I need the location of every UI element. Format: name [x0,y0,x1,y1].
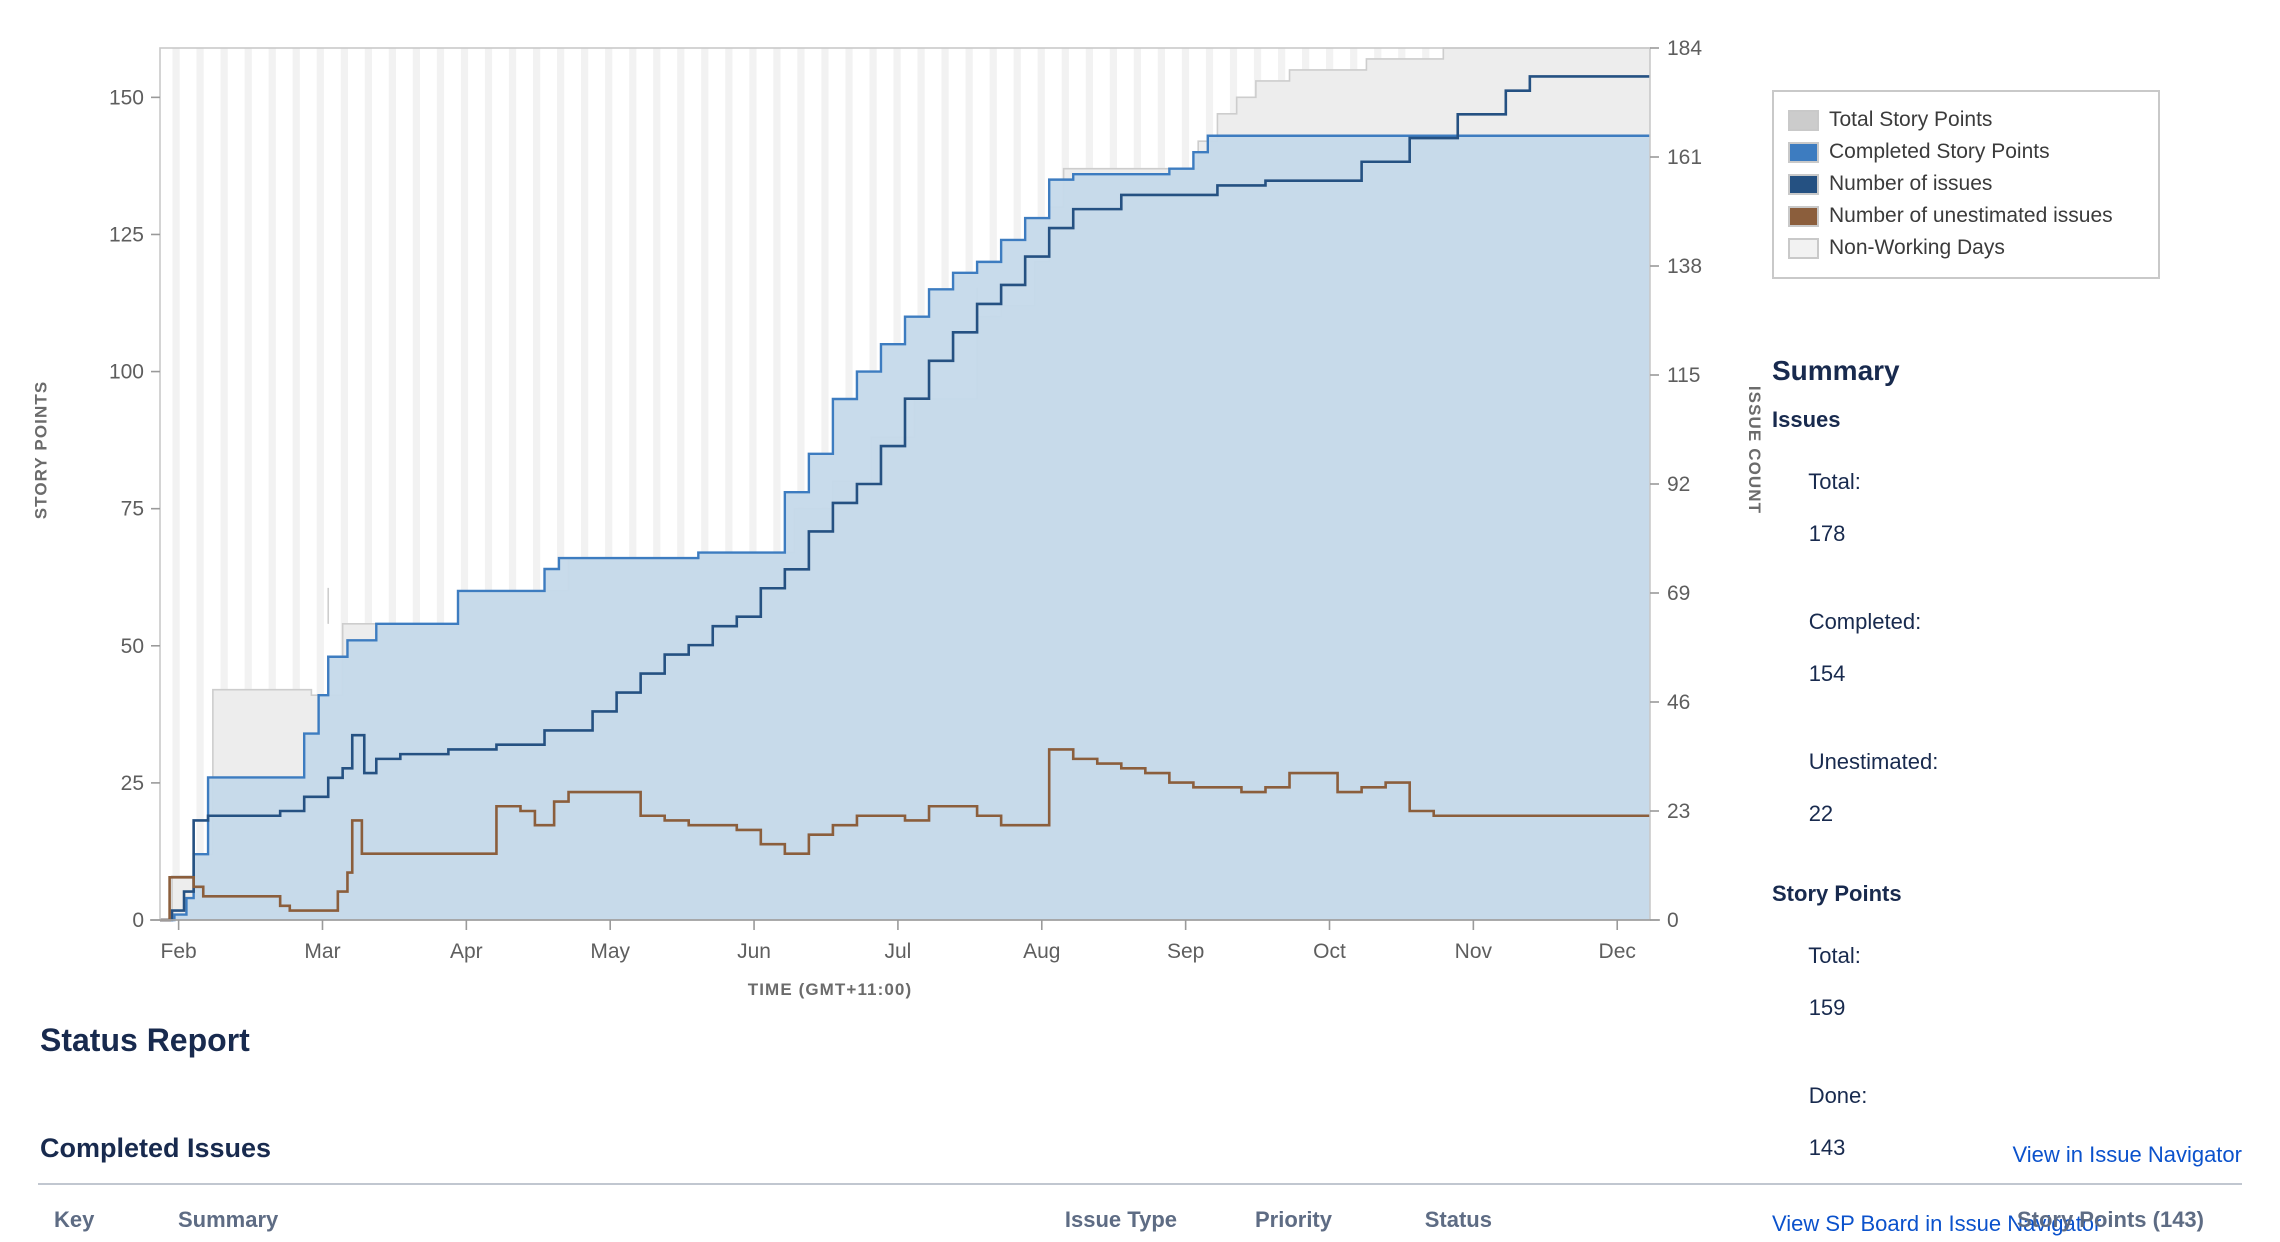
svg-text:Jun: Jun [737,940,771,963]
status-report-section: Status Report [40,1022,2240,1059]
legend-label: Number of issues [1829,172,1993,195]
series-completed-story-points-line [160,134,1650,922]
x-axis-title: TIME (GMT+11:00) [747,980,913,999]
sp-done-value: 143 [1808,1135,1846,1160]
svg-text:138: 138 [1667,255,1702,278]
legend-label: Non-Working Days [1829,236,2005,259]
completed-issues-heading: Completed Issues [40,1133,272,1163]
status-report-title: Status Report [40,1022,250,1058]
column-header-key[interactable]: Key [54,1207,95,1232]
legend-label: Total Story Points [1829,108,1993,131]
issues-total-value: 178 [1808,521,1846,546]
spacer [1772,863,2232,881]
summary-heading: Summary [1772,355,1900,386]
issues-heading: Issues [1772,407,1841,432]
svg-text:May: May [590,940,630,963]
svg-text:Feb: Feb [161,940,197,963]
column-header-status[interactable]: Status [1424,1207,1492,1232]
issues-total-row: Total: 178 [1772,443,2232,573]
series-completed-story-points-area [160,135,1650,921]
svg-text:0: 0 [1667,909,1679,932]
legend-swatch-number-of-unestimated-issues [1788,205,1819,227]
legend-label: Number of unestimated issues [1829,204,2113,227]
svg-text:75: 75 [121,498,144,521]
svg-text:23: 23 [1667,800,1690,823]
svg-text:184: 184 [1667,37,1702,60]
view-in-issue-navigator-link[interactable]: View in Issue Navigator [2012,1142,2243,1167]
svg-text:Jul: Jul [884,940,911,963]
svg-text:50: 50 [121,635,144,658]
svg-text:0: 0 [132,909,144,932]
svg-text:92: 92 [1667,473,1690,496]
svg-text:Oct: Oct [1313,940,1346,963]
svg-text:Dec: Dec [1599,940,1636,963]
svg-text:Apr: Apr [450,940,483,963]
issues-completed-row: Completed: 154 [1772,583,2232,713]
y-axis-right: 0 23 46 69 92 115 138 161 184 [1650,37,1702,932]
svg-text:69: 69 [1667,582,1690,605]
svg-text:Mar: Mar [304,940,340,963]
issues-unestimated-value: 22 [1808,801,1834,826]
chart-legend: Total Story Points Completed Story Point… [1772,90,2160,279]
svg-text:46: 46 [1667,691,1690,714]
legend-swatch-number-of-issues [1788,173,1819,195]
series-number-of-issues-line [160,75,1650,922]
legend-item-total-story-points[interactable]: Total Story Points [1788,104,2144,136]
svg-text:25: 25 [121,772,144,795]
issues-completed-label: Completed: [1808,609,1922,634]
svg-text:125: 125 [109,223,144,246]
legend-item-non-working-days[interactable]: Non-Working Days [1788,232,2144,264]
legend-label: Completed Story Points [1829,140,2050,163]
completed-issues-table-header: Key Summary Issue Type Priority Status S… [38,1183,2242,1242]
svg-text:161: 161 [1667,146,1702,169]
column-header-summary[interactable]: Summary [178,1207,279,1232]
svg-text:Aug: Aug [1023,940,1060,963]
x-axis: Feb Mar Apr May Jun Jul Aug Sep Oct Nov Dec [150,919,1660,963]
chart-canvas[interactable]: 0 25 50 75 100 125 150 0 23 46 69 92 115 138 161 184 Feb… [0,0,1760,1010]
sp-done-row: Done: 143 [1772,1057,2232,1187]
legend-item-number-of-unestimated-issues[interactable]: Number of unestimated issues [1788,200,2144,232]
svg-text:100: 100 [109,361,144,384]
issues-total-label: Total: [1808,469,1861,494]
column-header-story-points[interactable]: Story Points (143) [2016,1207,2204,1232]
sp-total-row: Total: 159 [1772,917,2232,1047]
legend-item-completed-story-points[interactable]: Completed Story Points [1788,136,2144,168]
column-header-issue-type[interactable]: Issue Type [1064,1207,1177,1232]
column-header-priority[interactable]: Priority [1254,1207,1332,1232]
burnup-chart[interactable]: 0 25 50 75 100 125 150 0 23 46 69 92 115 138 161 184 Feb… [0,0,1764,1010]
legend-item-number-of-issues[interactable]: Number of issues [1788,168,2144,200]
issues-completed-value: 154 [1808,661,1846,686]
svg-text:115: 115 [1667,364,1700,387]
legend-swatch-non-working-days [1788,237,1819,259]
legend-swatch-completed-story-points [1788,141,1819,163]
y-axis-right-title: ISSUE COUNT [1745,385,1765,515]
story-points-heading: Story Points [1772,881,1902,906]
svg-text:Sep: Sep [1167,940,1204,963]
svg-text:150: 150 [109,86,144,109]
legend-swatch-total-story-points [1788,109,1819,131]
series-number-of-unestimated-issues-line [160,748,1650,922]
y-axis-left-title: STORY POINTS [31,380,51,520]
svg-text:Nov: Nov [1455,940,1493,963]
summary-panel: Summary Issues Total: 178 Completed: 154… [1772,355,2232,1237]
sp-done-label: Done: [1808,1083,1868,1108]
issues-unestimated-label: Unestimated: [1808,749,1939,774]
sp-total-value: 159 [1808,995,1846,1020]
sp-total-label: Total: [1808,943,1861,968]
view-sp-board-link[interactable]: View SP Board in Issue Navigator [1772,1211,2102,1236]
issues-unestimated-row: Unestimated: 22 [1772,723,2232,853]
y-axis-left: 0 25 50 75 100 125 150 [109,86,160,932]
